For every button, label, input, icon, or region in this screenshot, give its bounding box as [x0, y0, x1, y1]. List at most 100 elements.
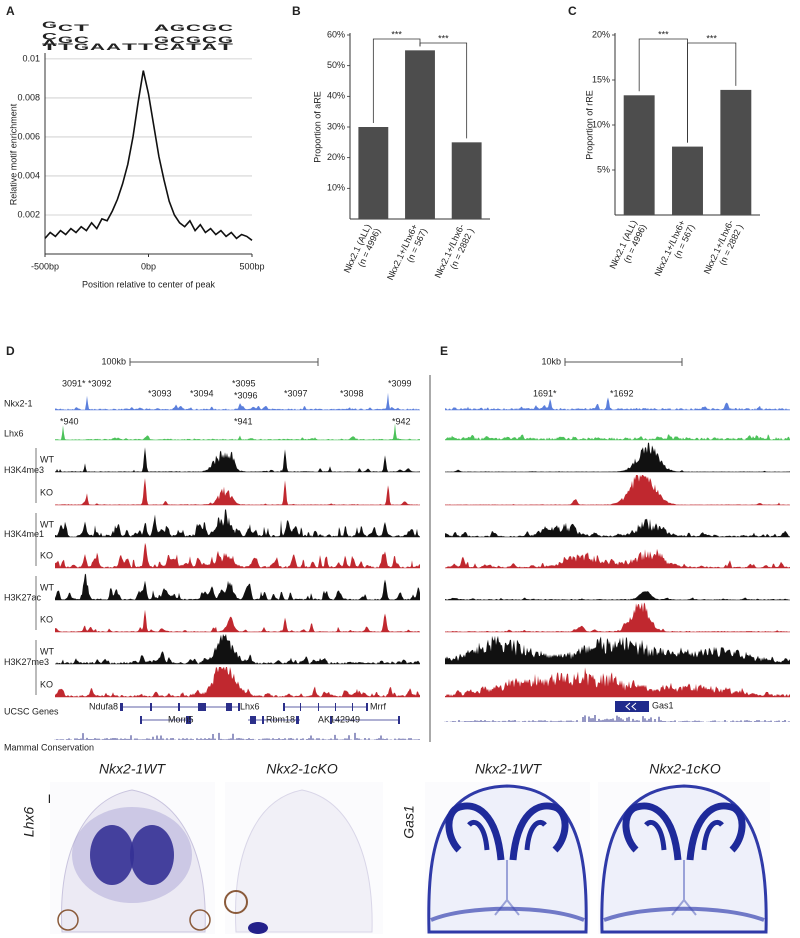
logo-letter: C	[154, 42, 170, 52]
logo-letter: G	[74, 42, 89, 52]
gene-label: AK142949	[318, 714, 360, 724]
logo-letter: T	[122, 42, 138, 52]
signal-track	[445, 518, 790, 537]
logo-letter: C	[74, 35, 90, 45]
vessel	[189, 909, 211, 931]
exon	[178, 703, 180, 711]
gene-label: Mrrf	[370, 701, 386, 711]
y-tick-label: 5%	[597, 164, 610, 174]
logo-letter: A	[106, 42, 122, 52]
y-axis-label: Relative motif enrichment	[8, 103, 18, 205]
wt-label: WT	[40, 646, 54, 656]
y-tick-label: 30%	[327, 121, 345, 131]
peak-label: *3099	[388, 378, 412, 388]
y-tick-label: 10%	[592, 119, 610, 129]
exon	[186, 716, 191, 724]
peak-label: *3098	[340, 388, 364, 398]
signal-track	[445, 434, 790, 440]
panel-label: E	[440, 344, 448, 358]
logo-letter: G	[202, 23, 217, 33]
significance-label: ***	[706, 33, 717, 43]
peak-label: *941	[234, 416, 253, 426]
tissue	[600, 784, 768, 934]
ko-label: KO	[40, 550, 53, 560]
logo-letter: T	[58, 42, 74, 52]
logo-letter: T	[218, 42, 234, 52]
peak-label: *940	[60, 416, 79, 426]
y-axis-label: Proportion of rRE	[584, 90, 594, 160]
gene-label: Gas1	[401, 805, 417, 838]
logo-letter: A	[202, 42, 218, 52]
exon	[198, 703, 206, 711]
image-title: Nkx2-1cKO	[266, 761, 338, 777]
track-label: UCSC Genes	[4, 706, 59, 716]
logo-letter: C	[42, 31, 58, 41]
mark-label: H3K4me3	[4, 465, 44, 475]
significance-label: ***	[658, 29, 669, 39]
image-title: Nkx2-1WT	[99, 761, 167, 777]
signal-track	[55, 573, 420, 600]
ventricle	[644, 819, 724, 851]
significance-bracket	[419, 42, 468, 139]
signal-track	[445, 635, 790, 664]
base-stain	[430, 906, 585, 922]
gene-label: Gas1	[652, 700, 674, 710]
ventricle	[622, 802, 746, 861]
signal-track	[445, 591, 790, 600]
y-tick-label: 50%	[327, 60, 345, 70]
exon	[366, 703, 368, 711]
peak-label: *3095	[232, 378, 256, 388]
signal-track	[55, 609, 420, 632]
peak-label: 1691*	[533, 388, 557, 398]
peak-label: *3092	[88, 378, 112, 388]
exon	[140, 716, 142, 724]
logo-letter: A	[42, 38, 58, 48]
peak-label: *3094	[190, 388, 214, 398]
exon	[335, 703, 336, 711]
signal-track	[55, 542, 420, 568]
conservation	[54, 715, 790, 740]
x-tick-label: Nkx2.1+/Lhx6+(n = 567)	[385, 223, 429, 286]
exon	[398, 716, 400, 724]
peak-label: *942	[392, 416, 411, 426]
significance-label: ***	[438, 33, 449, 43]
bar	[451, 142, 482, 219]
exon	[238, 703, 240, 711]
logo-letter: A	[90, 42, 106, 52]
bar	[672, 146, 703, 215]
signal-track	[445, 602, 790, 632]
scale-label: 10kb	[541, 356, 561, 366]
mark-label: H3K27me3	[4, 657, 49, 667]
vessel	[224, 890, 248, 914]
logo-letter: T	[186, 42, 202, 52]
x-tick-label: Nkx2.1+/Lhx6-(n = 2882 )	[702, 219, 745, 280]
x-tick-label: -500bp	[31, 261, 59, 271]
bar	[720, 89, 752, 215]
line	[44, 70, 253, 241]
x-tick-label: 500bp	[239, 261, 264, 271]
exon	[283, 703, 285, 711]
logo-letter: G	[154, 35, 169, 45]
peak-label: *3096	[234, 390, 258, 400]
signal-track	[55, 447, 420, 472]
x-tick-label: Nkx2.1 (ALL)(n = 4996)	[608, 219, 649, 275]
panel-label: B	[292, 4, 301, 18]
logo-letter: G	[42, 20, 57, 30]
mark-label: H3K4me1	[4, 529, 44, 539]
logo-letter: C	[202, 35, 218, 45]
strand-arrows	[625, 702, 637, 711]
signal-track	[55, 478, 420, 505]
bar	[405, 50, 435, 220]
gene-label: Rbm18	[266, 714, 295, 724]
y-tick-label: 20%	[327, 152, 345, 162]
gene-label: Ndufa8	[89, 701, 118, 711]
tissue	[235, 789, 373, 933]
y-tick-label: 60%	[327, 29, 345, 39]
stain	[130, 825, 174, 885]
wt-label: WT	[40, 519, 54, 529]
wt-label: WT	[40, 582, 54, 592]
logo-letter: T	[138, 42, 154, 52]
exon	[318, 703, 319, 711]
exon	[262, 716, 264, 724]
